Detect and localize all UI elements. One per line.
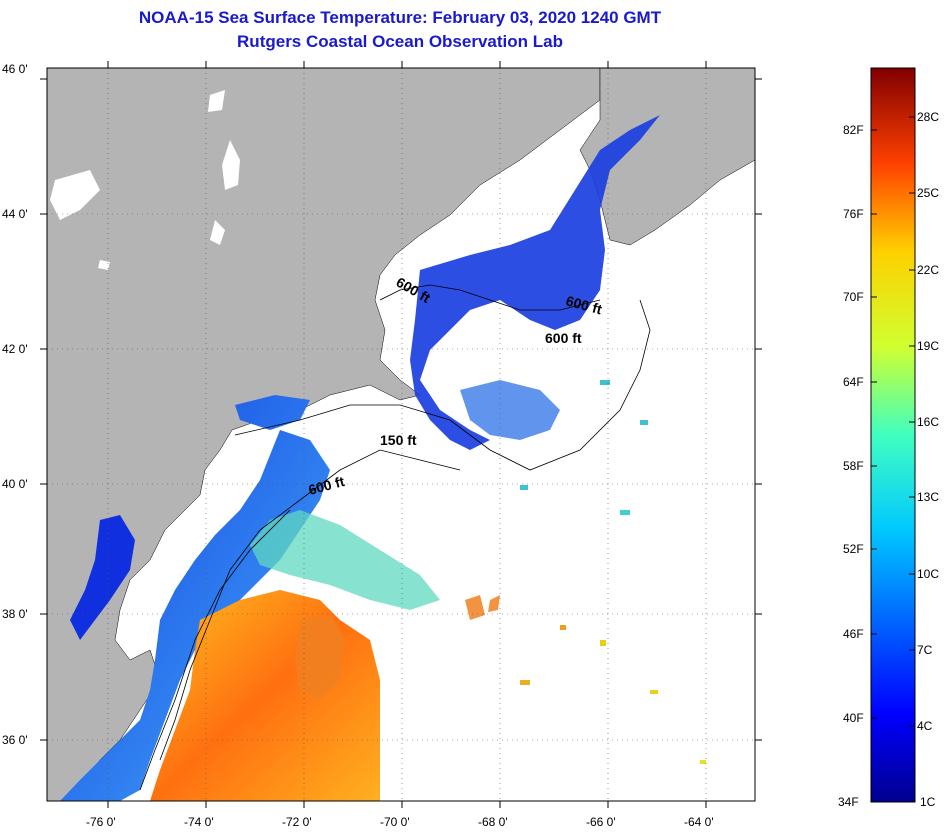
color-bar-gradient	[870, 67, 916, 803]
lon-label-76: -76 0'	[86, 815, 116, 829]
lon-label-74: -74 0'	[184, 815, 214, 829]
depth-contours	[139, 284, 651, 791]
graticule	[47, 68, 755, 801]
cbar-f-82: 82F	[843, 123, 864, 137]
cbar-f-76: 76F	[843, 207, 864, 221]
cbar-c-13: 13C	[917, 490, 939, 504]
slope-water	[250, 510, 440, 610]
cbar-c-10: 10C	[917, 567, 939, 581]
cbar-f-64: 64F	[843, 375, 864, 389]
lon-label-70: -70 0'	[380, 815, 410, 829]
lat-label-44: 44 0'	[2, 207, 28, 221]
axis-ticks	[40, 61, 762, 808]
contour-label-600ft-c: 600 ft	[545, 330, 582, 346]
lat-label-40: 40 0'	[2, 477, 28, 491]
lon-label-66: -66 0'	[586, 815, 616, 829]
cbar-c-1: 1C	[920, 795, 936, 809]
scattered-sst-pixels	[520, 380, 706, 764]
cbar-c-19: 19C	[917, 339, 939, 353]
map-subtitle: Rutgers Coastal Ocean Observation Lab	[237, 32, 563, 51]
cbar-f-58: 58F	[843, 459, 864, 473]
lakes	[50, 90, 240, 270]
lon-label-68: -68 0'	[478, 815, 508, 829]
cbar-c-4: 4C	[917, 719, 933, 733]
gulf-of-maine-water	[410, 115, 660, 450]
map-title: NOAA-15 Sea Surface Temperature: Februar…	[138, 8, 662, 27]
cold-shelf-water	[60, 395, 330, 801]
cbar-c-16: 16C	[917, 415, 939, 429]
contour-label-150ft: 150 ft	[380, 432, 417, 448]
lon-label-64: -64 0'	[684, 815, 714, 829]
cbar-c-28: 28C	[917, 110, 939, 124]
cbar-f-46: 46F	[843, 627, 864, 641]
georges-bank-water	[460, 380, 560, 440]
lon-label-72: -72 0'	[282, 815, 312, 829]
lat-label-46: 46 0'	[2, 62, 28, 76]
cbar-f-52: 52F	[843, 542, 864, 556]
map-frame	[46, 67, 756, 802]
warm-eddies	[295, 595, 500, 700]
lat-label-38: 38 0'	[2, 607, 28, 621]
cbar-f-70: 70F	[843, 290, 864, 304]
lat-label-36: 36 0'	[2, 733, 28, 747]
cbar-c-7: 7C	[917, 643, 933, 657]
lat-label-42: 42 0'	[2, 342, 28, 356]
cbar-f-34: 34F	[838, 795, 859, 809]
cbar-c-25: 25C	[917, 186, 939, 200]
cbar-f-40: 40F	[843, 711, 864, 725]
chesapeake-water	[70, 515, 135, 640]
color-bar: 82F 76F 70F 64F 58F 52F 46F 40F 34F 28C …	[838, 67, 939, 809]
cbar-c-22: 22C	[917, 263, 939, 277]
